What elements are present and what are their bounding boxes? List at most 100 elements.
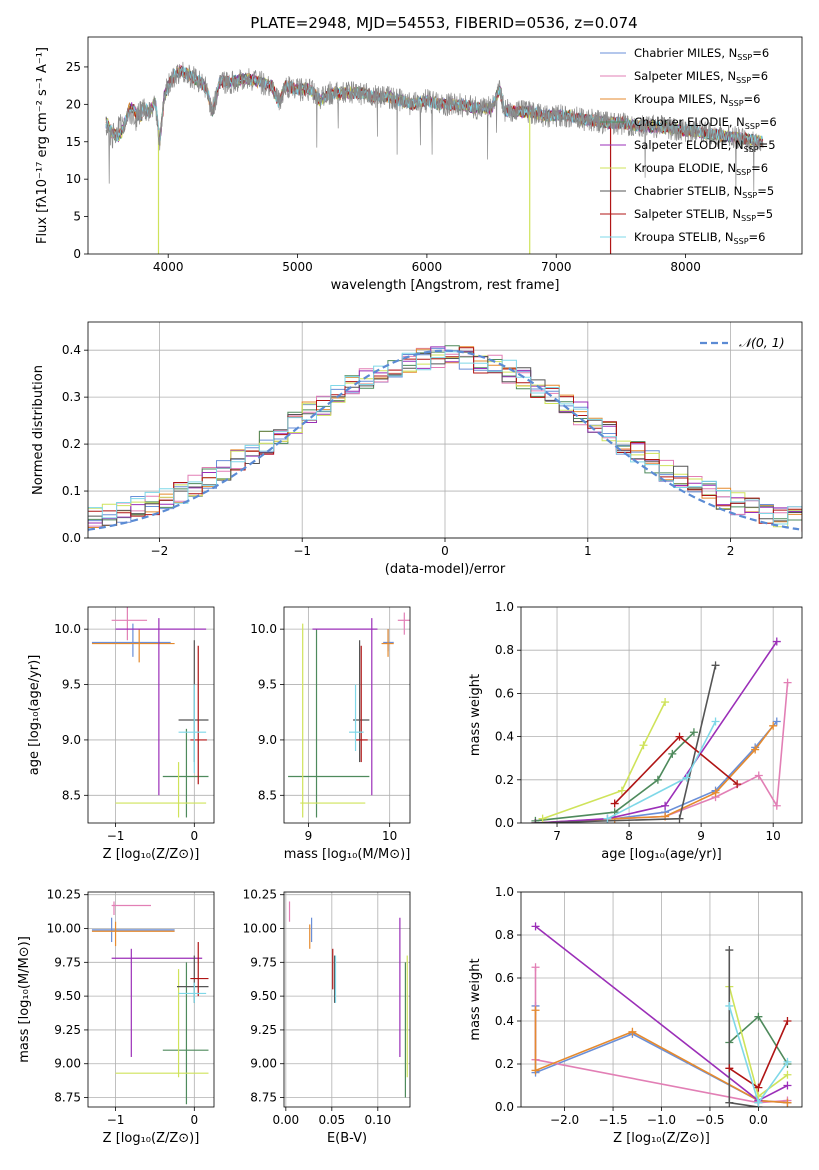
legend-subscript: SSP [741, 214, 756, 223]
weight-marker [751, 745, 760, 754]
weight-marker [661, 698, 670, 707]
y-tick-label: 0.2 [62, 437, 81, 451]
weight-vs-metallicity-panel: −2.0 −1.5 −1.0 −0.5 0.0 0.0 0.2 0.4 0.6 0.8 1.0 Z [… [468, 885, 803, 1146]
y-tick-label: 8.5 [258, 788, 277, 802]
x-tick-label: 8 [625, 829, 633, 843]
legend-count: =6 [751, 161, 768, 175]
weight-vs-age-panel: 7 8 9 10 0.0 0.2 0.4 0.6 0.8 1.0 age [log₁₀(age/yr… [468, 600, 803, 862]
legend-subscript: SSP [736, 76, 751, 85]
y-tick-label: 8.5 [62, 788, 81, 802]
legend-entry: Salpeter MILES, NSSP=6 [634, 69, 768, 85]
y-tick-label: 9.50 [54, 989, 81, 1003]
weight-marker [661, 801, 670, 810]
x-tick-label: −1 [107, 829, 125, 843]
weight-line-salpeter-stelib [614, 735, 738, 805]
y-tick-label: 10.00 [47, 922, 81, 936]
weight-marker [531, 922, 540, 931]
x-axis-label: (data-model)/error [385, 562, 506, 577]
x-tick-label: −1 [293, 544, 311, 558]
weight-marker [531, 819, 540, 823]
weight-marker [772, 801, 781, 810]
y-tick-label: 9.25 [54, 1023, 81, 1037]
weight-marker [772, 637, 781, 646]
mass-vs-extinction-panel: 0.00 0.05 0.10 8.75 9.00 9.25 9.50 9.75 10.00 10.… [243, 888, 411, 1146]
plot-area [531, 922, 792, 1107]
x-axis-label: age [log₁₀(age/yr)] [601, 847, 722, 862]
y-tick-label: 10.25 [243, 888, 277, 902]
plot-area [91, 607, 209, 818]
legend-count: =6 [751, 69, 768, 83]
weight-marker [754, 1083, 763, 1092]
y-tick-label: 0.2 [495, 1057, 514, 1071]
y-tick-label: 0.0 [495, 816, 514, 830]
y-tick-label: 9.25 [250, 1023, 277, 1037]
x-tick-label: 7000 [541, 260, 572, 274]
y-tick-label: 15 [66, 135, 81, 149]
legend-count: =6 [752, 46, 769, 60]
y-tick-label: 0.6 [495, 686, 514, 700]
weight-marker [531, 1006, 540, 1015]
weight-marker [783, 1098, 792, 1107]
weight-marker [711, 661, 720, 670]
legend-entry: Salpeter STELIB, NSSP=5 [634, 207, 773, 223]
x-tick-label: 10 [766, 829, 781, 843]
weight-marker [531, 963, 540, 972]
x-axis-label: Z [log₁₀(Z/Z⊙)] [613, 1131, 710, 1146]
legend-subscript: SSP [737, 53, 752, 62]
x-tick-label: 0 [441, 544, 449, 558]
y-tick-label: 0.8 [495, 643, 514, 657]
y-tick-label: 20 [66, 97, 81, 111]
weight-marker [610, 799, 619, 808]
x-tick-label: 9 [305, 829, 313, 843]
legend-entry: Chabrier MILES, NSSP=6 [634, 46, 769, 62]
weight-marker [783, 1057, 792, 1066]
legend-subscript: SSP [744, 145, 759, 154]
weight-marker [783, 1070, 792, 1079]
y-tick-label: 25 [66, 60, 81, 74]
weight-line-salpeter-elodie [535, 641, 778, 823]
plot-area [91, 901, 209, 1105]
y-axis-label: age [log₁₀(age/yr)] [27, 655, 42, 776]
y-tick-label: 0.6 [495, 971, 514, 985]
legend-count: =5 [756, 207, 773, 221]
weight-marker [725, 1064, 734, 1073]
weight-marker [711, 717, 720, 726]
legend-entry: Salpeter ELODIE, NSSP=5 [634, 138, 776, 154]
x-tick-label: 10 [382, 829, 397, 843]
weight-marker [733, 780, 742, 789]
y-tick-label: 5 [73, 210, 81, 224]
plot-area [88, 345, 802, 532]
y-tick-label: 9.5 [62, 678, 81, 692]
weight-marker [783, 1081, 792, 1090]
weight-marker [653, 775, 662, 784]
mass-vs-metallicity-panel: −1 0 8.75 9.00 9.25 9.50 9.75 10.00 10.25 Z [log₁… [17, 888, 215, 1146]
legend-count: =5 [757, 184, 774, 198]
plot-area [288, 612, 410, 818]
y-tick-label: 9.0 [258, 733, 277, 747]
legend-count: =6 [749, 230, 766, 244]
legend-subscript: SSP [734, 237, 749, 246]
spectrum-panel: 4000 5000 6000 7000 8000 0 5 10 15 20 25 wavelength… [35, 36, 803, 293]
legend-count: =6 [760, 115, 777, 129]
age-vs-metallicity-panel: −1 0 8.5 9.0 9.5 10.0 Z [log₁₀(Z/Z⊙)] age [log₁… [27, 606, 215, 862]
weight-marker [754, 771, 763, 780]
figure-title: PLATE=2948, MJD=54553, FIBERID=0536, z=0… [250, 14, 637, 32]
y-tick-label: 9.5 [258, 678, 277, 692]
weight-marker [711, 788, 720, 797]
axes-frame [283, 606, 411, 824]
x-tick-label: 0.10 [364, 1113, 391, 1127]
x-axis-label: Z [log₁₀(Z/Z⊙)] [103, 1131, 200, 1146]
y-tick-label: 9.75 [54, 955, 81, 969]
y-axis-label: mass [log₁₀(M/M⊙)] [17, 936, 32, 1063]
legend-entry: 𝒩(0, 1) [739, 335, 785, 350]
plot-area [531, 637, 792, 823]
x-tick-label: 4000 [153, 260, 184, 274]
y-tick-label: 8.75 [54, 1091, 81, 1105]
x-tick-label: 5000 [282, 260, 313, 274]
x-tick-label: 0 [190, 829, 198, 843]
x-tick-label: 0.0 [749, 1113, 768, 1127]
plot-area [105, 61, 764, 254]
spectrum-legend: Chabrier MILES, NSSP=6 Salpeter MILES, NS… [600, 46, 777, 246]
plot-area [288, 901, 408, 1098]
